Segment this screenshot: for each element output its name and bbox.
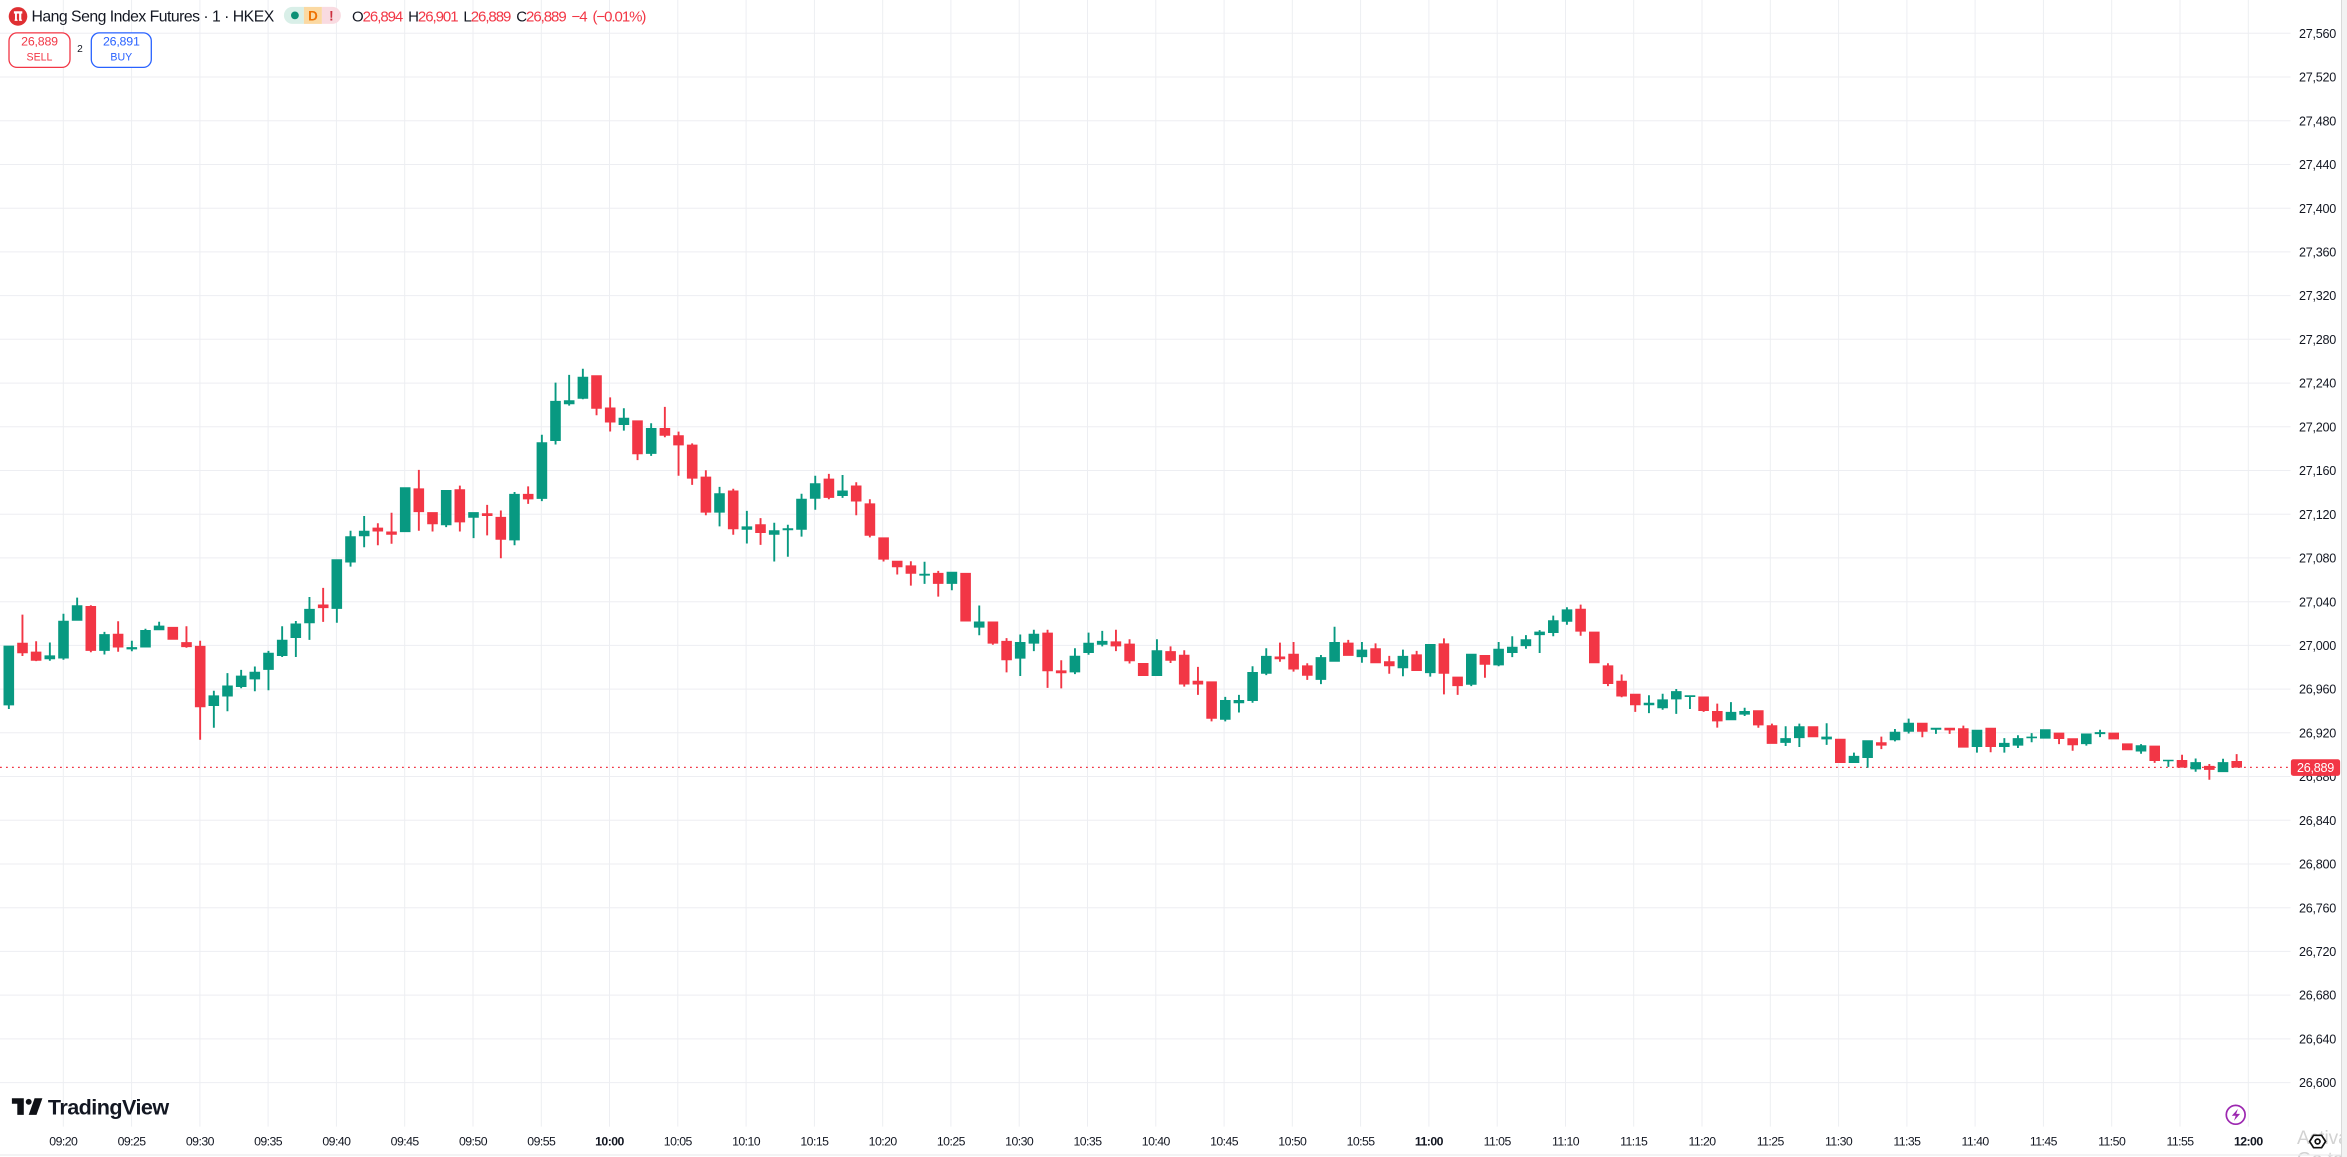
svg-text:27,280: 27,280 [2299, 333, 2336, 347]
svg-text:27,560: 27,560 [2299, 27, 2336, 41]
svg-text:11:25: 11:25 [1757, 1135, 1785, 1149]
svg-text:09:40: 09:40 [322, 1135, 351, 1149]
svg-text:10:10: 10:10 [732, 1135, 761, 1149]
svg-text:27,360: 27,360 [2299, 246, 2336, 260]
svg-text:10:55: 10:55 [1347, 1135, 1376, 1149]
svg-text:27,320: 27,320 [2299, 289, 2336, 303]
svg-text:BUY: BUY [110, 52, 132, 64]
svg-text:27,400: 27,400 [2299, 202, 2336, 216]
svg-text:09:25: 09:25 [118, 1135, 147, 1149]
svg-text:27,080: 27,080 [2299, 552, 2336, 566]
svg-text:26,889: 26,889 [21, 35, 58, 49]
svg-text:Go to Settings: Go to Settings [2297, 1150, 2347, 1157]
svg-text:10:30: 10:30 [1005, 1135, 1034, 1149]
svg-text:11:45: 11:45 [2030, 1135, 2058, 1149]
svg-text:27,440: 27,440 [2299, 158, 2336, 172]
svg-text:27,160: 27,160 [2299, 464, 2336, 478]
svg-text:10:00: 10:00 [595, 1135, 624, 1149]
svg-text:09:20: 09:20 [49, 1135, 78, 1149]
svg-text:11:10: 11:10 [1552, 1135, 1580, 1149]
svg-text:11:35: 11:35 [1893, 1135, 1921, 1149]
svg-text:09:35: 09:35 [254, 1135, 283, 1149]
svg-text:11:05: 11:05 [1484, 1135, 1512, 1149]
svg-text:!: ! [329, 8, 333, 23]
svg-text:10:15: 10:15 [800, 1135, 829, 1149]
svg-text:09:55: 09:55 [527, 1135, 556, 1149]
svg-text:10:20: 10:20 [869, 1135, 898, 1149]
svg-text:26,960: 26,960 [2299, 683, 2336, 697]
svg-text:27,000: 27,000 [2299, 639, 2336, 653]
svg-text:12:00: 12:00 [2234, 1135, 2263, 1149]
svg-text:27,120: 27,120 [2299, 508, 2336, 522]
svg-text:27,040: 27,040 [2299, 595, 2336, 609]
svg-text:27,480: 27,480 [2299, 114, 2336, 128]
svg-text:09:30: 09:30 [186, 1135, 215, 1149]
svg-text:11:30: 11:30 [1825, 1135, 1853, 1149]
svg-text:Hang Seng Index Futures · 1 ·: Hang Seng Index Futures · 1 · HKEX [32, 8, 275, 25]
svg-text:27,240: 27,240 [2299, 377, 2336, 391]
svg-text:2: 2 [77, 44, 83, 55]
svg-text:10:45: 10:45 [1210, 1135, 1239, 1149]
svg-text:26,840: 26,840 [2299, 814, 2336, 828]
svg-text:26,800: 26,800 [2299, 858, 2336, 872]
svg-text:26,720: 26,720 [2299, 945, 2336, 959]
svg-text:26,640: 26,640 [2299, 1033, 2336, 1047]
svg-text:TradingView: TradingView [48, 1095, 170, 1120]
svg-text:10:40: 10:40 [1142, 1135, 1171, 1149]
svg-text:10:25: 10:25 [937, 1135, 966, 1149]
svg-text:09:50: 09:50 [459, 1135, 488, 1149]
svg-text:27,520: 27,520 [2299, 71, 2336, 85]
svg-text:10:50: 10:50 [1278, 1135, 1307, 1149]
svg-text:11:55: 11:55 [2166, 1135, 2194, 1149]
svg-text:D: D [308, 8, 318, 23]
svg-text:26,891: 26,891 [103, 35, 140, 49]
svg-text:11:40: 11:40 [1962, 1135, 1990, 1149]
svg-text:26,889: 26,889 [2297, 761, 2334, 775]
svg-text:26,920: 26,920 [2299, 726, 2336, 740]
svg-text:O26,894 H26,901 L26,889 C26,88: O26,894 H26,901 L26,889 C26,889 −4 (−0.0… [352, 8, 646, 25]
svg-text:10:35: 10:35 [1073, 1135, 1102, 1149]
svg-text:11:50: 11:50 [2098, 1135, 2126, 1149]
svg-text:27,200: 27,200 [2299, 420, 2336, 434]
svg-text:26,760: 26,760 [2299, 901, 2336, 915]
svg-text:09:45: 09:45 [391, 1135, 420, 1149]
svg-text:SELL: SELL [27, 52, 53, 64]
svg-text:26,680: 26,680 [2299, 989, 2336, 1003]
svg-text:11:00: 11:00 [1415, 1135, 1444, 1149]
svg-text:11:20: 11:20 [1688, 1135, 1716, 1149]
svg-text:26,600: 26,600 [2299, 1076, 2336, 1090]
svg-text:10:05: 10:05 [664, 1135, 693, 1149]
svg-text:11:15: 11:15 [1620, 1135, 1648, 1149]
